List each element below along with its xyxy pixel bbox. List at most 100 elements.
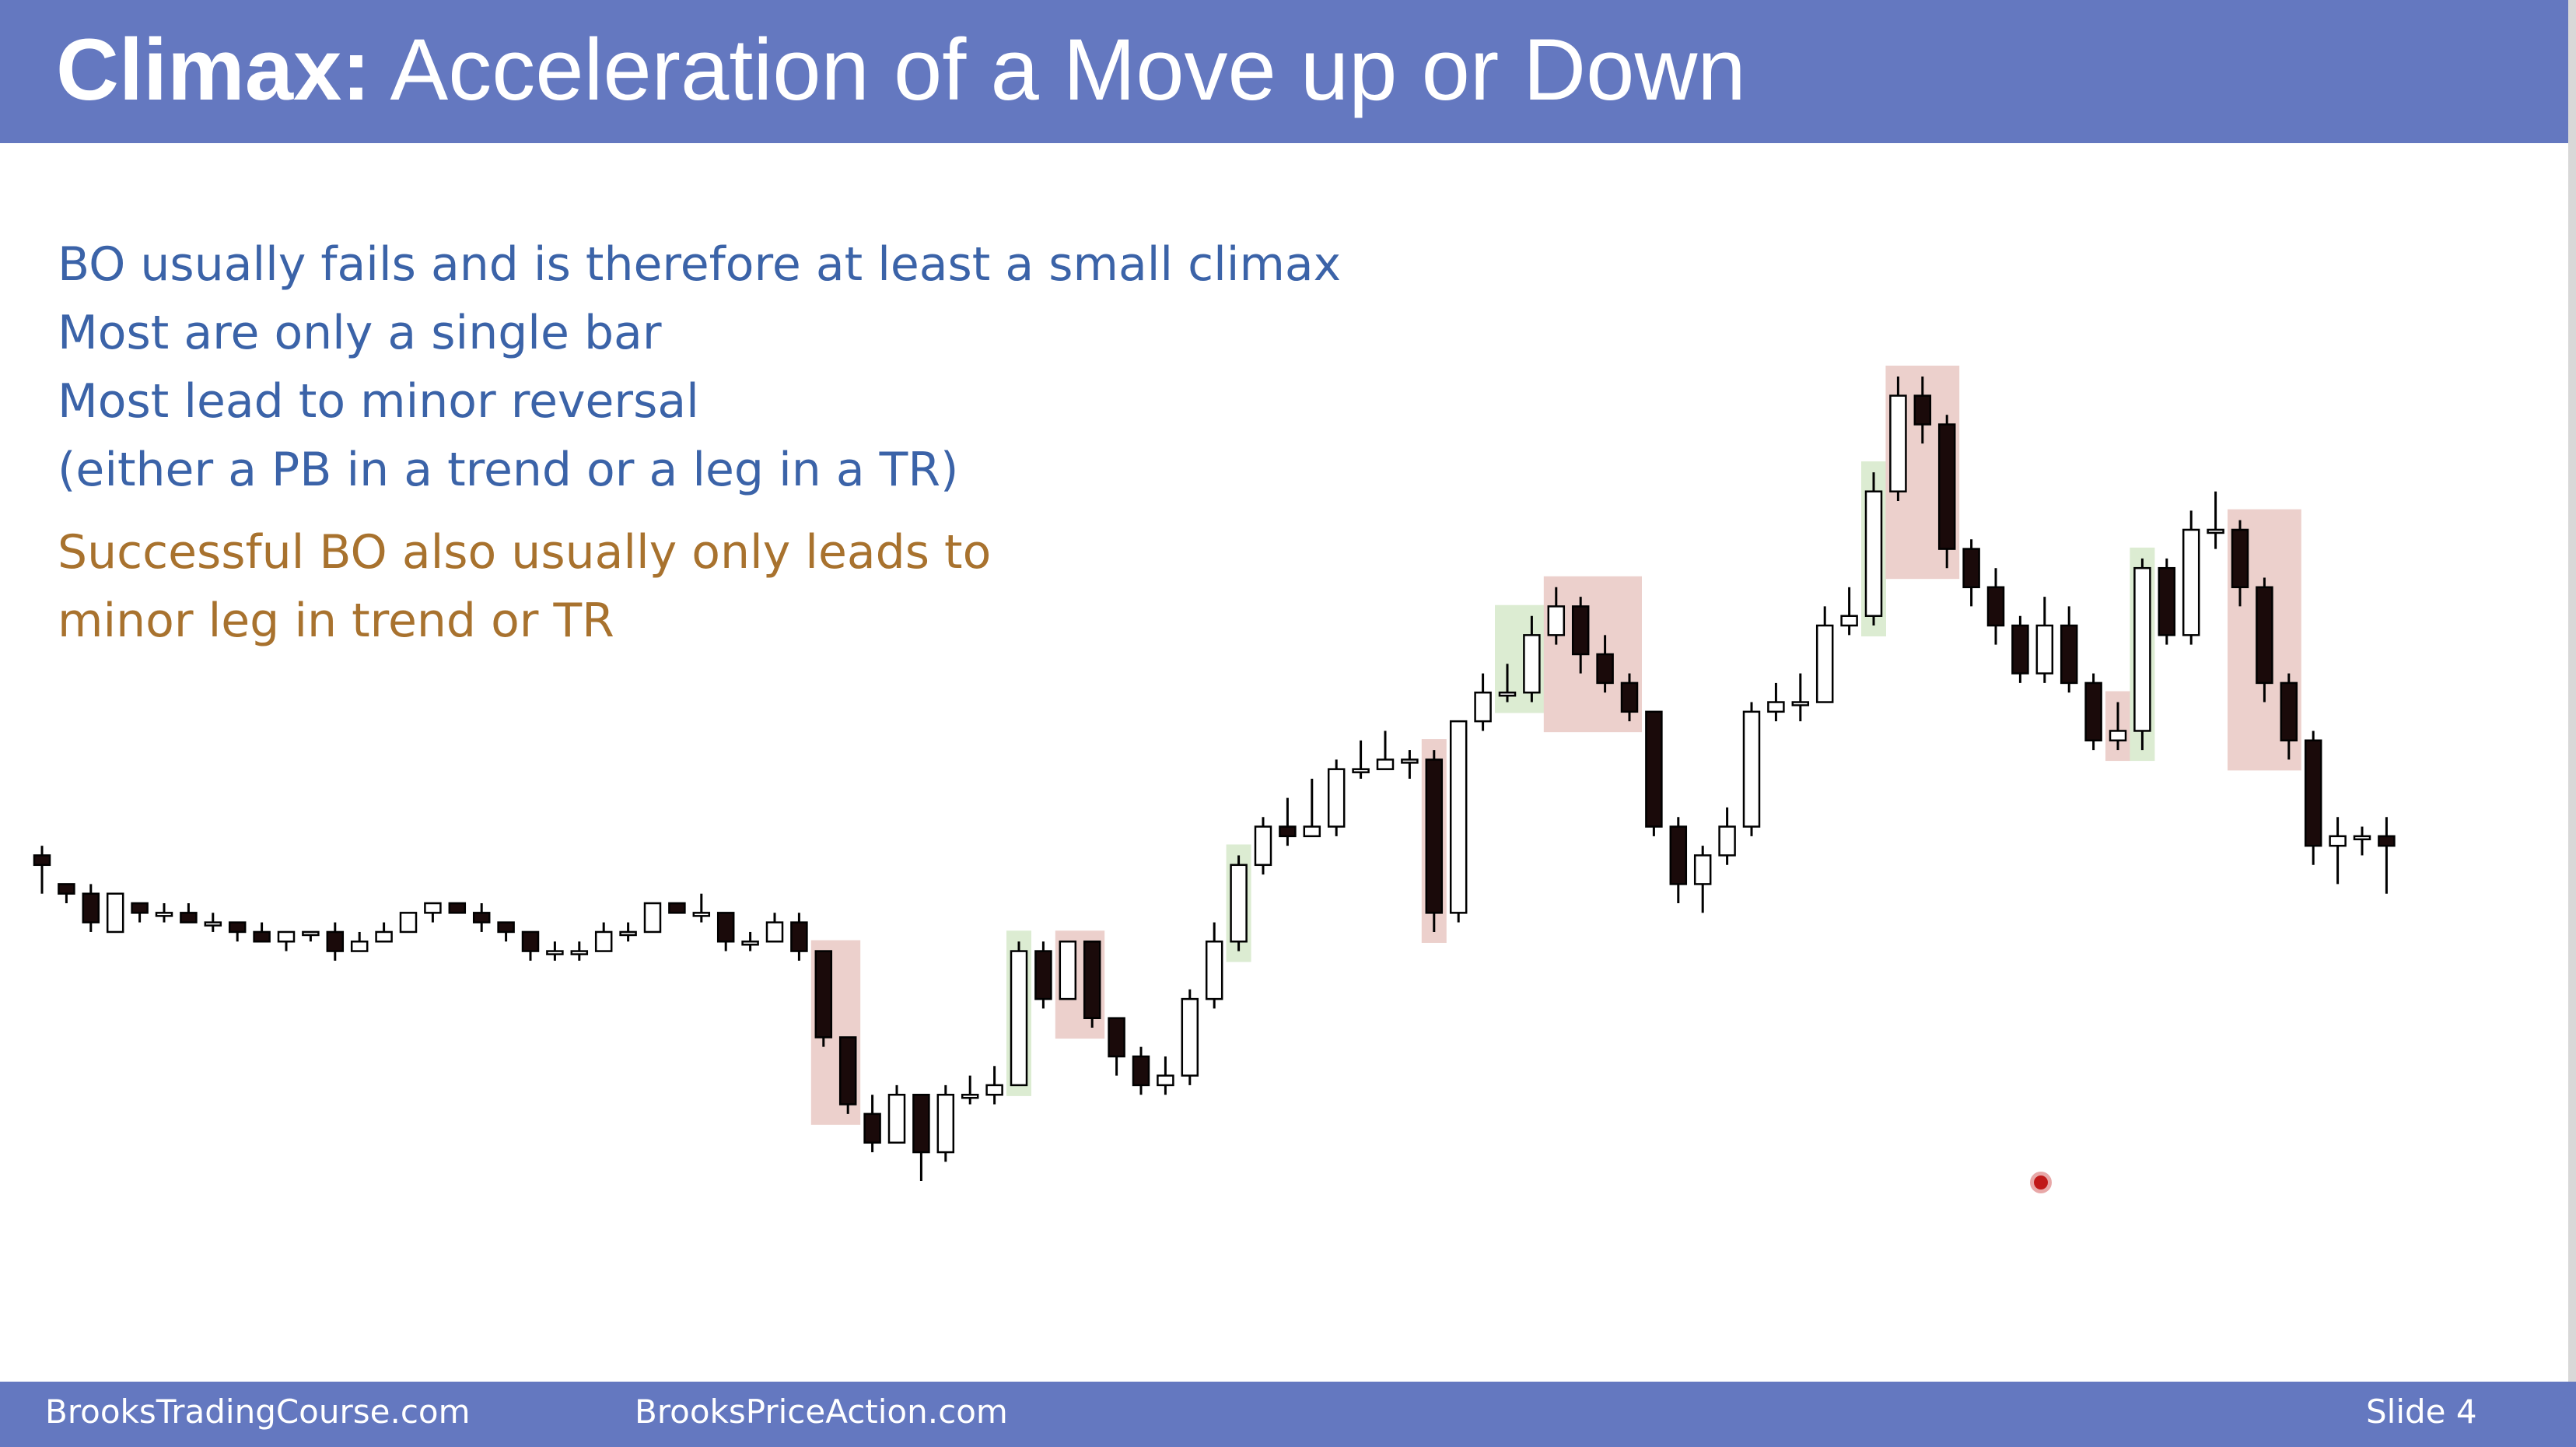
candle-body-94 xyxy=(2329,835,2347,847)
candle-body-71 xyxy=(1767,701,1785,713)
candle-body-17 xyxy=(448,902,467,914)
candle-body-22 xyxy=(570,950,589,955)
candle-body-11 xyxy=(302,930,320,937)
candle-body-86 xyxy=(2133,566,2151,732)
candle-body-37 xyxy=(936,1093,955,1154)
candle-body-65 xyxy=(1620,681,1639,713)
candle-body-4 xyxy=(131,902,149,914)
candle-body-81 xyxy=(2011,624,2029,674)
candle-body-58 xyxy=(1449,720,1468,914)
candle-body-82 xyxy=(2035,624,2054,674)
candle-body-7 xyxy=(204,921,222,927)
candle-body-48 xyxy=(1205,941,1223,1000)
bullet-line-2: Most are only a single bar xyxy=(58,306,662,360)
candle-body-66 xyxy=(1645,710,1663,828)
candle-body-2 xyxy=(82,892,100,923)
candle-body-72 xyxy=(1791,701,1810,706)
candle-body-31 xyxy=(790,921,808,952)
candle-body-84 xyxy=(2084,681,2102,742)
candle-body-13 xyxy=(350,941,369,952)
candle-body-15 xyxy=(399,912,418,934)
candle-body-70 xyxy=(1742,710,1761,828)
candle-body-21 xyxy=(546,950,564,955)
bullet-line-1: BO usually fails and is therefore at lea… xyxy=(58,237,1342,292)
candle-body-64 xyxy=(1596,653,1614,685)
candle-body-62 xyxy=(1547,605,1566,636)
bullet-line-6: minor leg in trend or TR xyxy=(58,594,614,648)
candle-body-33 xyxy=(838,1036,857,1105)
candle-body-69 xyxy=(1718,825,1736,857)
bullet-line-3: Most lead to minor reversal xyxy=(58,374,699,429)
candle-body-93 xyxy=(2304,739,2322,847)
candle-body-95 xyxy=(2353,835,2371,841)
candle-body-45 xyxy=(1132,1055,1150,1087)
candle-body-25 xyxy=(643,902,662,934)
candle-body-41 xyxy=(1034,950,1052,1000)
candle-body-57 xyxy=(1425,759,1444,914)
candle-body-32 xyxy=(814,950,833,1039)
candle-body-24 xyxy=(619,930,637,937)
candle-body-9 xyxy=(253,930,271,943)
candle-body-3 xyxy=(106,892,124,934)
candle-body-36 xyxy=(912,1093,930,1154)
title-banner: Climax: Acceleration of a Move up or Dow… xyxy=(0,0,2576,143)
candle-body-61 xyxy=(1523,634,1541,694)
candle-body-1 xyxy=(58,883,75,895)
candle-body-6 xyxy=(180,912,198,923)
candle-body-79 xyxy=(1962,548,1980,589)
candle-body-14 xyxy=(375,930,393,943)
candle-body-74 xyxy=(1840,615,1858,627)
footer-site-2[interactable]: BrooksPriceAction.com xyxy=(635,1393,1008,1431)
candle-body-44 xyxy=(1108,1017,1125,1058)
candle-body-20 xyxy=(521,930,540,952)
cursor-dot-icon xyxy=(2030,1172,2052,1193)
footer-banner: BrooksTradingCourse.com BrooksPriceActio… xyxy=(0,1382,2576,1447)
candle-body-27 xyxy=(692,912,711,917)
candle-body-68 xyxy=(1693,854,1712,885)
candle-body-19 xyxy=(497,921,515,934)
footer-site-1[interactable]: BrooksTradingCourse.com xyxy=(45,1393,471,1431)
candle-body-47 xyxy=(1181,997,1199,1077)
candle-body-78 xyxy=(1937,423,1956,550)
candle-body-90 xyxy=(2231,528,2249,589)
candle-body-54 xyxy=(1352,768,1370,773)
candle-body-75 xyxy=(1864,490,1883,617)
candle-body-60 xyxy=(1498,691,1517,697)
candle-body-42 xyxy=(1059,941,1077,1000)
candle-body-0 xyxy=(33,854,51,867)
candle-body-88 xyxy=(2182,528,2200,636)
candle-body-89 xyxy=(2207,528,2224,534)
candle-body-85 xyxy=(2109,730,2127,742)
candle-body-34 xyxy=(863,1112,881,1144)
candle-body-59 xyxy=(1474,691,1492,723)
title-bold: Climax: xyxy=(56,21,371,118)
candle-body-10 xyxy=(277,930,296,943)
candle-body-96 xyxy=(2378,835,2396,847)
candle-body-55 xyxy=(1376,759,1395,770)
candle-body-35 xyxy=(887,1093,906,1144)
candle-body-73 xyxy=(1815,624,1834,703)
candle-body-51 xyxy=(1279,825,1297,838)
candle-body-91 xyxy=(2256,586,2273,685)
candle-body-23 xyxy=(594,930,613,952)
candle-body-76 xyxy=(1889,394,1907,492)
candle-body-63 xyxy=(1571,605,1590,656)
candle-body-50 xyxy=(1254,825,1272,867)
title-rest: Acceleration of a Move up or Down xyxy=(370,21,1746,118)
candle-body-49 xyxy=(1230,864,1248,943)
candle-body-43 xyxy=(1083,941,1101,1019)
window-edge xyxy=(2568,0,2576,1447)
candle-body-30 xyxy=(765,921,784,943)
slide-title: Climax: Acceleration of a Move up or Dow… xyxy=(56,17,1746,123)
candle-body-16 xyxy=(424,902,442,914)
candle-body-12 xyxy=(326,930,345,952)
candle-body-40 xyxy=(1010,950,1028,1087)
candle-body-8 xyxy=(228,921,247,934)
candle-body-87 xyxy=(2158,566,2176,636)
candle-body-26 xyxy=(668,902,686,914)
candle-body-92 xyxy=(2280,681,2298,742)
candle-body-46 xyxy=(1157,1074,1174,1087)
candle-body-18 xyxy=(472,912,491,923)
candle-body-77 xyxy=(1913,394,1932,426)
candle-body-28 xyxy=(716,912,735,943)
